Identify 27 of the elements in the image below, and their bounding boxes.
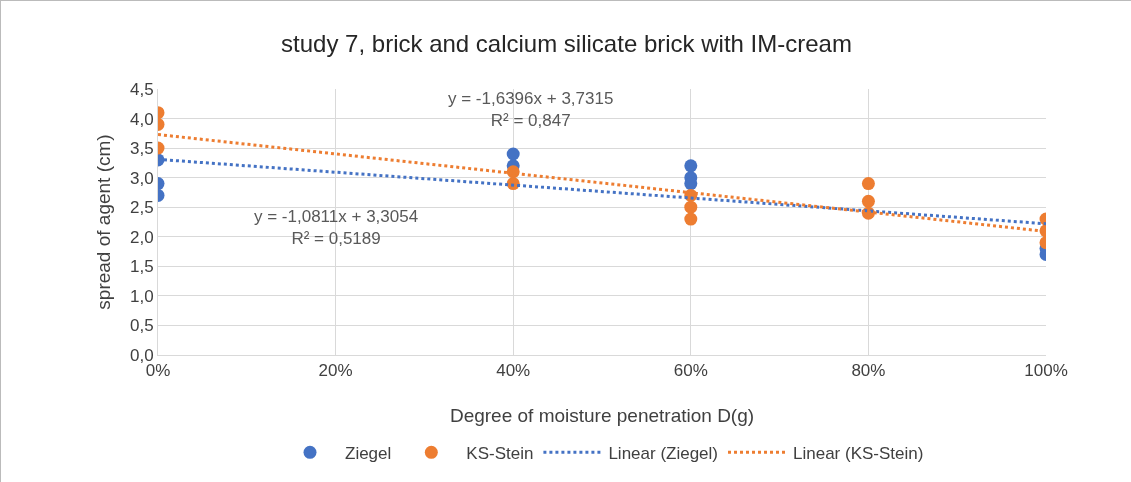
point	[684, 212, 698, 226]
x-tick-label: 20%	[318, 361, 353, 381]
legend-label: KS-Stein	[466, 443, 534, 463]
x-tick-label: 40%	[496, 361, 531, 381]
y-axis-title: spread of agent (cm)	[93, 134, 114, 310]
y-tick-label: 0,5	[129, 316, 154, 336]
y-tick-label: 2,0	[129, 227, 154, 247]
point	[684, 200, 698, 214]
y-tick-label: 3,0	[129, 168, 154, 188]
legend-label: Linear (Ziegel)	[608, 443, 719, 463]
legend-label: Ziegel	[345, 443, 392, 463]
y-tick-label: 4,0	[129, 109, 154, 129]
y-tick-label: 1,0	[129, 286, 154, 306]
y-tick-label: 2,5	[129, 198, 154, 218]
annotation: y = -1,6396x + 3,7315 R² = 0,847	[448, 89, 614, 131]
x-axis-title: Degree of moisture penetration D(g)	[449, 405, 755, 426]
legend-label: Linear (KS-Stein)	[793, 443, 924, 463]
annotation: y = -1,0811x + 3,3054 R² = 0,5189	[254, 207, 419, 249]
x-tick-label: 60%	[673, 361, 708, 381]
point	[861, 194, 875, 208]
x-tick-label: 80%	[851, 361, 886, 381]
x-tick-label: 100%	[1024, 361, 1068, 381]
y-tick-label: 4,5	[129, 79, 154, 99]
point	[861, 177, 875, 191]
y-tick-label: 3,5	[129, 139, 154, 159]
y-tick-label: 1,5	[129, 257, 154, 277]
chart-title: study 7, brick and calcium silicate brick with IM-cream	[281, 29, 852, 57]
